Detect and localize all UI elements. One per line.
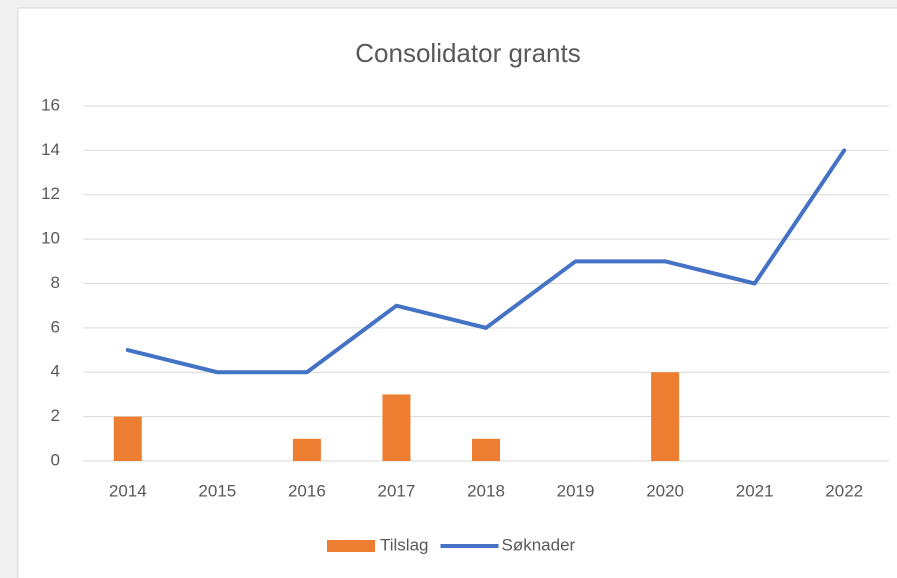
x-tick-label: 2019 [557, 481, 595, 500]
legend-label: Søknader [502, 535, 576, 554]
y-tick-label: 16 [41, 95, 60, 114]
bar [382, 394, 411, 461]
bar [472, 438, 500, 461]
y-tick-label: 6 [51, 317, 60, 336]
y-tick-label: 4 [51, 362, 60, 381]
chart-background [17, 7, 897, 578]
chart-title: Consolidator grants [355, 38, 580, 68]
x-tick-label: 2017 [378, 481, 416, 500]
x-tick-label: 2021 [736, 481, 774, 500]
x-tick-label: 2020 [646, 481, 684, 500]
y-tick-label: 12 [41, 184, 60, 203]
x-tick-label: 2018 [467, 481, 505, 500]
x-tick-label: 2022 [825, 481, 863, 500]
y-tick-label: 2 [51, 406, 60, 425]
x-tick-label: 2015 [198, 481, 236, 500]
y-tick-label: 14 [41, 140, 60, 159]
y-tick-label: 8 [51, 273, 60, 292]
y-tick-label: 10 [41, 229, 60, 248]
legend-label: Tilslag [380, 535, 429, 554]
x-tick-label: 2014 [109, 481, 147, 500]
bar [113, 416, 142, 461]
legend-swatch [327, 540, 375, 552]
y-tick-label: 0 [51, 450, 60, 469]
line [125, 148, 847, 375]
bar [292, 438, 321, 461]
x-tick-label: 2016 [288, 481, 326, 500]
bar [651, 372, 680, 461]
